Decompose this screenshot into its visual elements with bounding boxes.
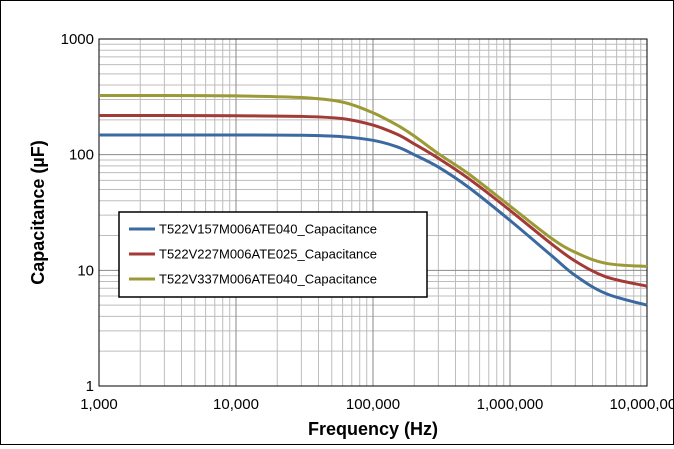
- x-axis-title: Frequency (Hz): [308, 419, 438, 439]
- y-tick-labels: 1 10 100 1000: [61, 31, 94, 395]
- plot-area-border: [98, 38, 648, 387]
- y-tick-label: 1: [86, 378, 94, 395]
- x-tick-label: 1,000,000: [477, 396, 544, 413]
- y-tick-label: 10: [77, 262, 94, 279]
- y-axis-title: Capacitance (µF): [28, 140, 48, 284]
- legend-box: [118, 211, 428, 298]
- legend: T522V157M006ATE040_Capacitance T522V227M0…: [118, 211, 428, 298]
- x-tick-label: 100,000: [346, 396, 400, 413]
- y-tick-label: 100: [69, 147, 94, 164]
- series-lines: [98, 93, 648, 307]
- legend-label-1: T522V157M006ATE040_Capacitance: [159, 222, 377, 237]
- series-line-2: [98, 113, 648, 288]
- series-line-1: [99, 133, 648, 307]
- legend-label-2: T522V227M006ATE025_Capacitance: [159, 247, 377, 262]
- x-tick-labels: 1,000 10,000 100,000 1,000,000 10,000,000: [80, 396, 674, 413]
- x-tick-label: 10,000,000: [609, 396, 673, 413]
- x-tick-label: 10,000: [213, 396, 259, 413]
- y-tick-label: 1000: [61, 31, 94, 48]
- x-tick-label: 1,000: [80, 396, 118, 413]
- legend-label-3: T522V337M006ATE040_Capacitance: [159, 272, 377, 287]
- series-line-3: [98, 93, 648, 268]
